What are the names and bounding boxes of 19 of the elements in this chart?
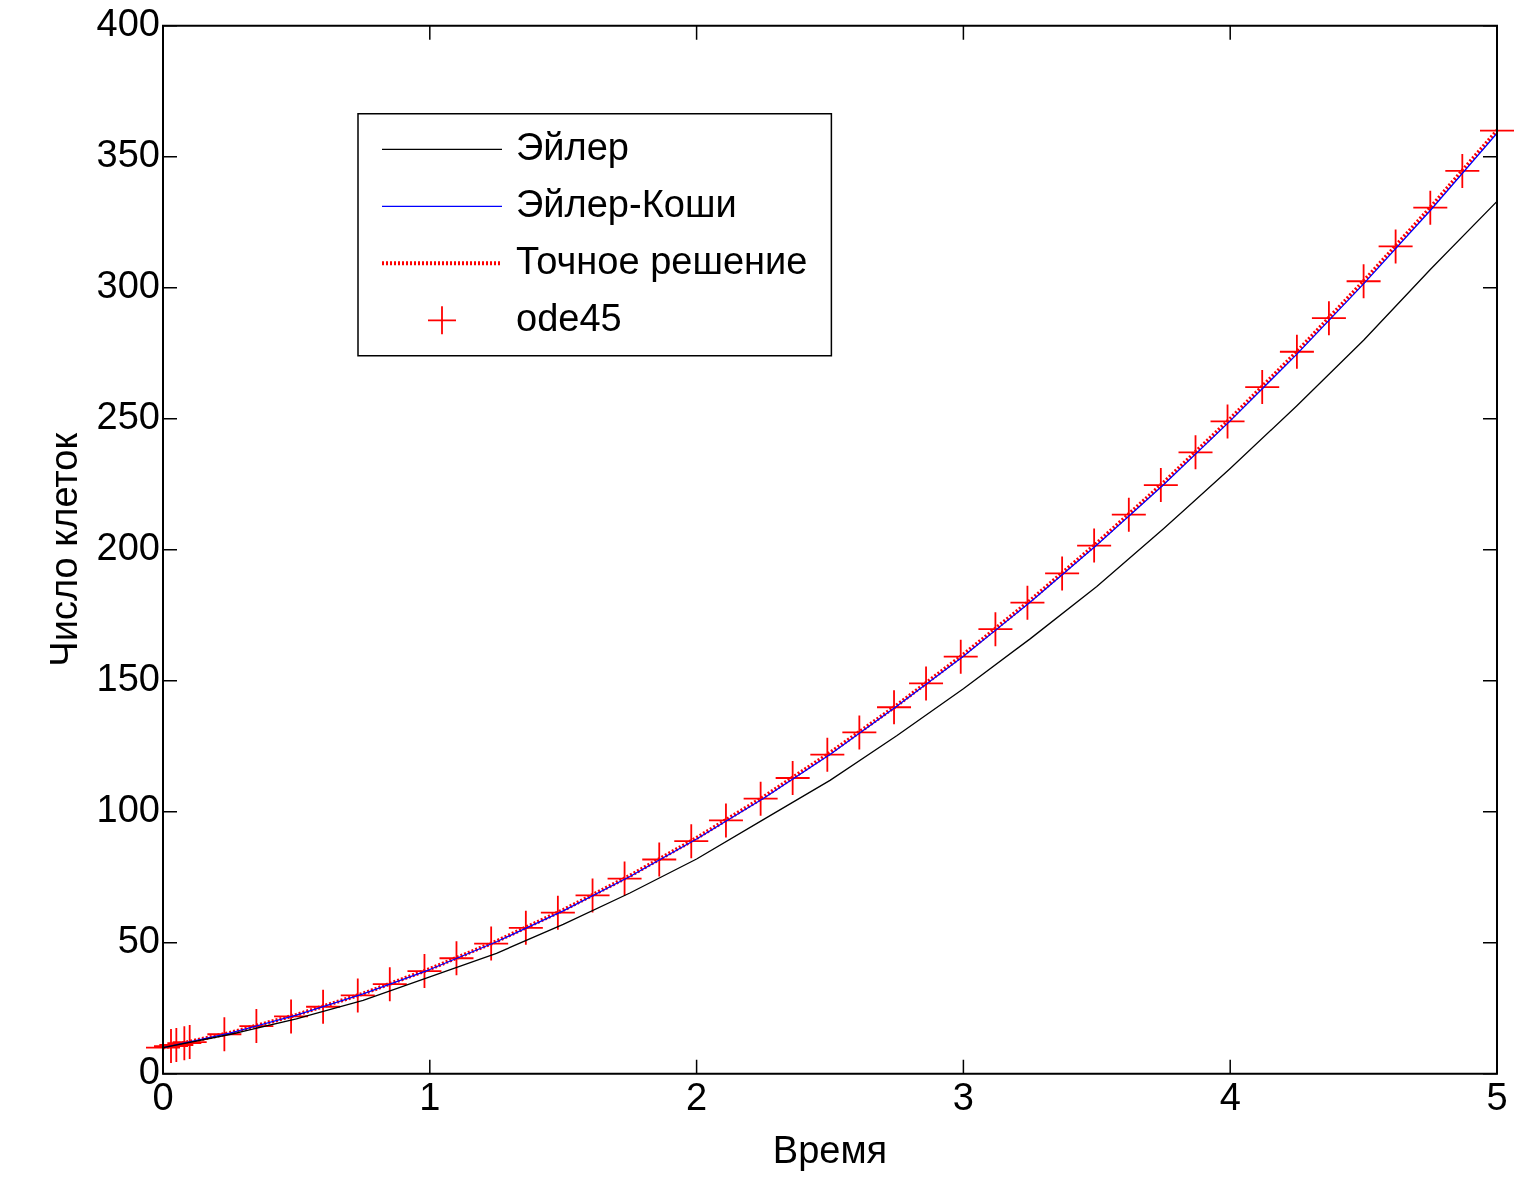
y-tick-label: 200 [96,526,160,569]
y-tick-label: 250 [96,395,160,438]
x-tick-label: 4 [1219,1076,1241,1119]
y-tick-label: 150 [96,657,160,700]
x-tick-label: 1 [419,1076,441,1119]
y-tick-label: 400 [96,2,160,45]
x-axis-title: Время [772,1128,888,1171]
y-tick-label: 100 [96,788,160,831]
legend-label: Точное решение [516,239,808,282]
legend-label: Эйлер-Коши [516,182,737,225]
y-tick-label: 350 [96,133,160,176]
x-tick-label: 5 [1486,1076,1508,1119]
legend-label: Эйлер [516,125,629,168]
y-tick-label: 300 [96,264,160,307]
x-tick-label: 3 [952,1076,974,1119]
y-tick-label: 50 [117,919,160,962]
x-tick-label: 2 [686,1076,708,1119]
y-axis-title: Число клеток [43,432,86,667]
legend-label: ode45 [516,296,622,339]
